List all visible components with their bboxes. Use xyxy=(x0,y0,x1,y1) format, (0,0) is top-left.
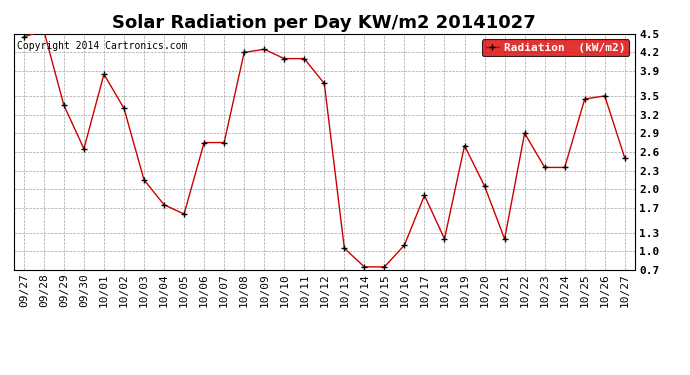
Text: Copyright 2014 Cartronics.com: Copyright 2014 Cartronics.com xyxy=(17,41,187,51)
Title: Solar Radiation per Day KW/m2 20141027: Solar Radiation per Day KW/m2 20141027 xyxy=(112,14,536,32)
Legend: Radiation  (kW/m2): Radiation (kW/m2) xyxy=(482,39,629,56)
